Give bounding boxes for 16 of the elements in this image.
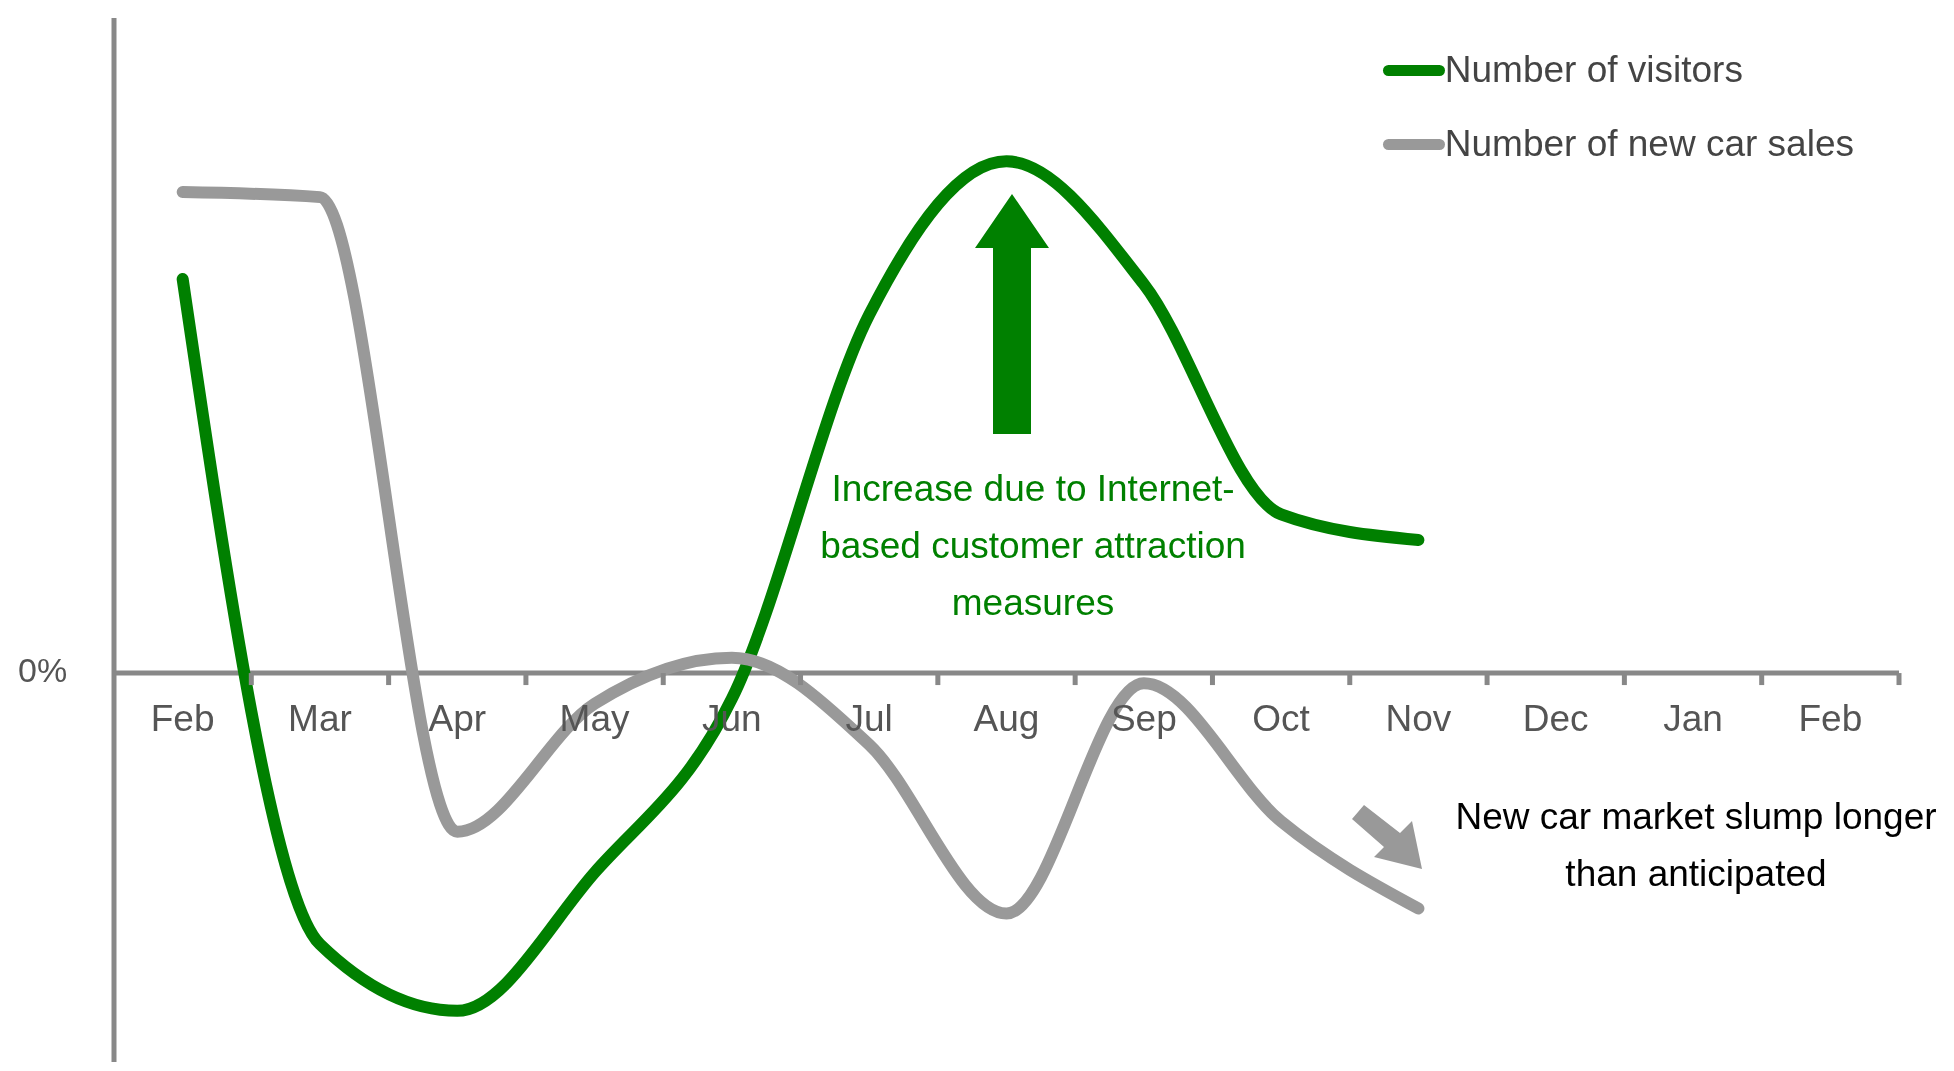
x-tick-label: Apr [428,698,487,740]
annotation: New car market slump longer than anticipated [1454,795,1938,896]
x-tick-label: Oct [1252,698,1311,740]
x-tick-label: Jan [1663,698,1723,740]
x-tick-label: Nov [1385,698,1452,740]
x-tick-label: Sep [1110,698,1177,740]
x-tick-label: Jul [845,698,893,740]
x-tick-label: Aug [973,698,1040,740]
x-tick-label: Mar [288,698,352,740]
x-tick-label: Feb [150,698,215,740]
legend-label: Number of new car sales [1444,123,1854,165]
text: 0% [18,651,68,691]
legend-label: Number of visitors [1444,49,1743,91]
x-tick-label: Feb [1798,698,1863,740]
annotation: Increase due to Internet-based customer attraction measures [819,467,1247,625]
x-tick-label: Dec [1522,698,1589,740]
